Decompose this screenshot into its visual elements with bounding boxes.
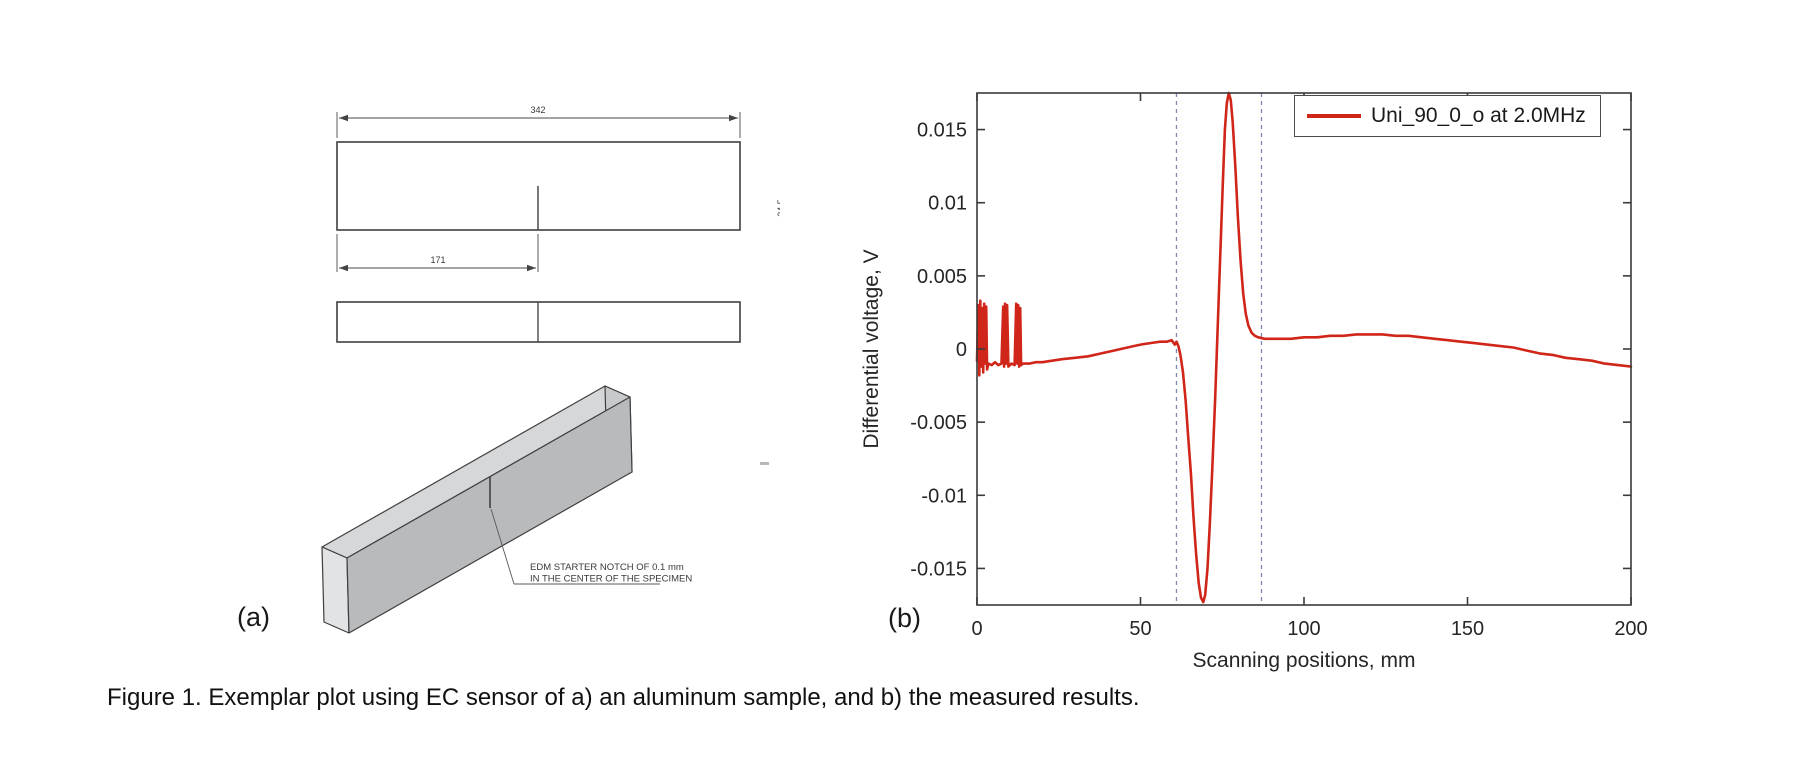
- y-tick-label: 0.01: [928, 193, 967, 215]
- y-tick-label: 0.005: [917, 266, 967, 288]
- legend-label: Uni_90_0_o at 2.0MHz: [1371, 104, 1586, 127]
- x-axis-label: Scanning positions, mm: [1193, 649, 1416, 672]
- series-line: [975, 91, 1633, 604]
- specimen-left-face: [321, 546, 350, 634]
- specimen-front-face: [346, 396, 633, 634]
- side-view: [336, 301, 741, 343]
- y-tick-label: -0.01: [921, 485, 967, 507]
- top-view: [336, 112, 741, 272]
- dim-171: [336, 234, 539, 272]
- y-tick-label: 0: [956, 339, 967, 361]
- y-tick-label: 0.015: [917, 120, 967, 142]
- plot-frame: [976, 92, 1632, 606]
- panel-b-label: (b): [888, 603, 921, 633]
- dim-label-34-5: 34.5: [776, 199, 780, 217]
- notch-annotation: [490, 508, 660, 585]
- panel-a-label: (a): [237, 602, 270, 632]
- legend-line-sample-red: [1307, 114, 1361, 118]
- results-chart: 0 50 100 150 200 -0.015 -0.01 -0.005 0 0.005 0.01 0…: [838, 50, 1718, 680]
- specimen-drawing: 342 171 34.5 76 31.5: [321, 105, 780, 634]
- x-tick-label: 100: [1287, 618, 1320, 640]
- x-tick-label: 200: [1614, 618, 1647, 640]
- dim-label-342: 342: [530, 105, 545, 115]
- dim-label-171: 171: [430, 255, 445, 265]
- figure-caption: Figure 1. Exemplar plot using EC sensor …: [107, 684, 1140, 711]
- isometric-specimen: [321, 385, 633, 634]
- x-tick-label: 150: [1451, 618, 1484, 640]
- y-axis-label: Differential voltage, V: [860, 249, 883, 448]
- leader-line: [490, 508, 515, 585]
- x-tick-label: 50: [1129, 618, 1151, 640]
- notch-note-line2: IN THE CENTER OF THE SPECIMEN: [530, 574, 692, 585]
- stray-mark: [760, 462, 769, 465]
- dim-342: [336, 112, 741, 138]
- notch-note-line1: EDM STARTER NOTCH OF 0.1 mm: [530, 562, 684, 573]
- plot-canvas: 0 50 100 150 200 -0.015 -0.01 -0.005 0 0.005 0.01 0…: [860, 91, 1648, 672]
- y-tick-label: -0.005: [910, 412, 967, 434]
- chart-legend: Uni_90_0_o at 2.0MHz: [1294, 95, 1601, 137]
- x-tick-label: 0: [971, 618, 982, 640]
- y-tick-label: -0.015: [910, 558, 967, 580]
